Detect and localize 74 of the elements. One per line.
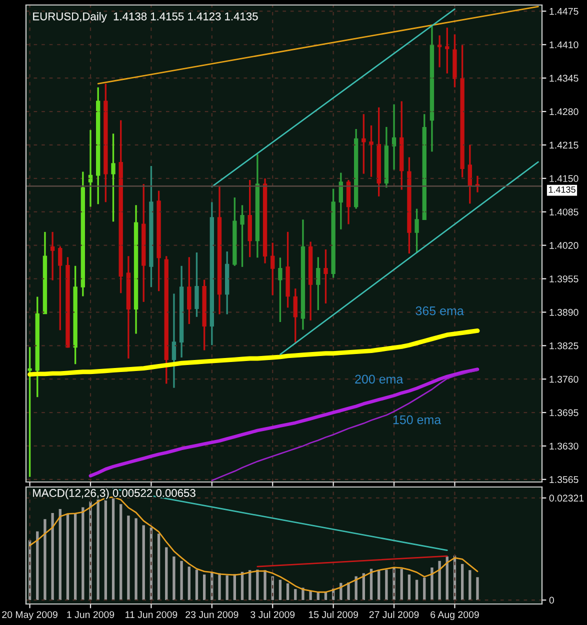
y-tick-label: 1.3955 — [550, 275, 578, 282]
bar — [89, 502, 92, 600]
bar — [415, 580, 418, 600]
x-tick-label: 11 Jun 2009 — [126, 611, 178, 618]
bar — [347, 582, 350, 600]
x-tick-label: 3 Jul 2009 — [250, 610, 295, 618]
bar — [468, 570, 472, 600]
series-label: 365 ema — [416, 306, 464, 316]
bar — [82, 507, 84, 600]
bar — [392, 567, 396, 600]
bar — [202, 574, 206, 600]
y-tick-label: 1.3890 — [550, 308, 578, 316]
x-tick-label: 15 Jul 2009 — [308, 610, 358, 618]
bar — [142, 525, 145, 600]
y-tick-label: 1.4410 — [550, 41, 578, 48]
bar — [256, 570, 259, 600]
bar — [286, 583, 290, 600]
bar — [44, 519, 46, 600]
y-tick-label: 0.02321 — [549, 494, 584, 502]
y-tick-label: 1.3760 — [550, 376, 578, 383]
bar — [180, 560, 183, 600]
bar — [408, 574, 411, 600]
y-tick-label: 1.3565 — [550, 476, 578, 484]
bar — [120, 504, 122, 600]
bar — [248, 570, 252, 600]
y-tick-label: 1.4345 — [550, 74, 578, 82]
bar — [309, 590, 312, 600]
bar — [66, 514, 70, 600]
y-tick-label: 1.4475 — [550, 8, 578, 15]
bar — [438, 560, 441, 600]
x-tick-label: 27 Jul 2009 — [369, 610, 419, 618]
y-tick-label: 1.3695 — [550, 409, 578, 416]
bar — [385, 570, 388, 600]
bar — [112, 498, 115, 600]
text: EURUSD,Daily 1.4138 1.4155 1.4123 1.4135 — [33, 12, 258, 23]
bar — [218, 573, 221, 600]
y-tick-label: 1.4085 — [550, 208, 578, 216]
y-tick-label: 1.4280 — [550, 108, 578, 116]
bar — [195, 570, 198, 600]
y-tick-label: 1.4020 — [550, 242, 578, 249]
bar — [58, 508, 62, 600]
x-tick-label: 23 Jun 2009 — [186, 611, 238, 618]
y-tick-label: 1.3630 — [550, 442, 578, 450]
bar — [188, 566, 190, 600]
ref-line-label: 1.4135 — [548, 186, 576, 193]
bar — [74, 514, 77, 600]
bar — [134, 518, 138, 600]
x-tick-label: 1 Jun 2009 — [67, 611, 114, 618]
y-tick-label: 1.4215 — [550, 142, 578, 149]
x-tick-label: 6 Aug 2009 — [430, 611, 479, 620]
bar — [96, 498, 100, 600]
bar — [36, 531, 39, 600]
bar — [278, 580, 282, 600]
line-series — [88, 368, 480, 478]
bar — [294, 589, 297, 600]
x-tick-label: 20 May 2009 — [2, 611, 58, 620]
y-tick-label: 1.4150 — [550, 175, 578, 182]
bar — [423, 578, 426, 600]
bar — [400, 568, 403, 600]
bar — [51, 512, 54, 600]
bar — [172, 556, 176, 600]
bar — [157, 534, 160, 600]
bar — [226, 575, 228, 600]
bar — [264, 570, 266, 600]
line-series — [211, 370, 478, 482]
y-tick-label: 1.3825 — [550, 342, 578, 350]
bar — [127, 516, 130, 600]
y-tick-label: 0 — [549, 596, 554, 604]
series-label: 200 ema — [355, 374, 404, 384]
bar — [430, 567, 434, 600]
bar — [165, 547, 168, 600]
bar — [460, 564, 464, 600]
series-label: 150 ema — [393, 415, 442, 424]
bar — [476, 577, 479, 600]
